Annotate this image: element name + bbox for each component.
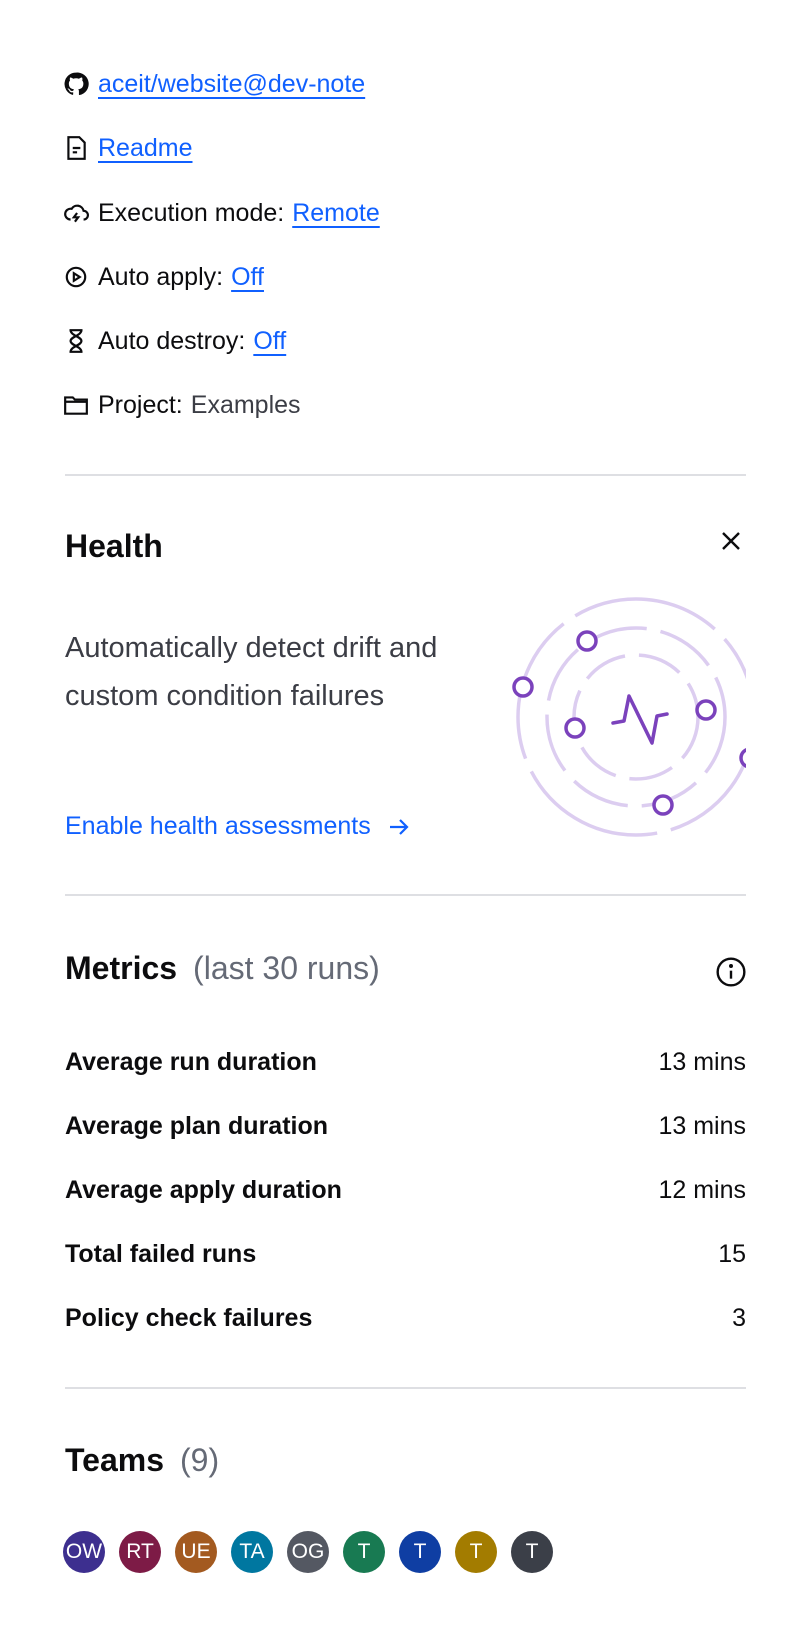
orbit-dot [564, 717, 586, 739]
auto-destroy-label: Auto destroy: [98, 326, 246, 355]
teams-title: Teams (9) [65, 1442, 219, 1479]
team-avatars: OW RT UE TA OG T T T T [63, 1531, 553, 1573]
metric-label: Average run duration [65, 1047, 317, 1076]
execution-mode-link[interactable]: Remote [292, 198, 380, 227]
orbit-dot [576, 630, 598, 652]
team-avatar[interactable]: OW [63, 1531, 105, 1573]
auto-destroy-link[interactable]: Off [253, 326, 287, 355]
file-text-icon [67, 136, 86, 160]
gear-play-icon [65, 266, 87, 288]
health-title: Health [65, 528, 163, 564]
project-row: Project: Examples [63, 388, 301, 422]
metric-label: Total failed runs [65, 1239, 257, 1268]
metric-value: 3 [732, 1303, 746, 1332]
divider [65, 894, 746, 896]
close-icon[interactable] [719, 529, 743, 553]
orbit-dot [512, 676, 534, 698]
repo-link[interactable]: aceit/website@dev-note [98, 69, 366, 98]
metrics-subtitle: (last 30 runs) [193, 950, 380, 986]
pulse-icon [611, 694, 669, 745]
team-avatar[interactable]: UE [175, 1531, 217, 1573]
metric-row: Total failed runs 15 [65, 1237, 746, 1271]
team-avatar[interactable]: T [455, 1531, 497, 1573]
health-description: Automatically detect drift and custom co… [65, 632, 438, 712]
metric-value: 15 [718, 1239, 746, 1268]
metric-value: 13 mins [658, 1047, 746, 1076]
metric-row: Average run duration 13 mins [65, 1045, 746, 1079]
info-icon[interactable] [715, 956, 747, 988]
orbit-outer [516, 597, 746, 837]
team-avatar[interactable]: T [343, 1531, 385, 1573]
cloud-lightning-icon [64, 204, 89, 223]
health-illustration [512, 597, 746, 837]
metric-label: Policy check failures [65, 1303, 313, 1332]
team-avatar[interactable]: T [511, 1531, 553, 1573]
teams-count: (9) [180, 1442, 220, 1478]
divider [65, 474, 746, 476]
team-avatar[interactable]: TA [231, 1531, 273, 1573]
divider [65, 1387, 746, 1389]
repo-row: aceit/website@dev-note [63, 67, 365, 101]
folder-icon [64, 396, 88, 415]
enable-health-label: Enable health assessments [65, 812, 371, 840]
project-value: Examples [190, 390, 301, 419]
orbit-dot [652, 794, 674, 816]
enable-health-link[interactable]: Enable health assessments [65, 812, 411, 841]
hourglass-icon [69, 329, 83, 353]
metric-row: Average apply duration 12 mins [65, 1173, 746, 1207]
github-icon [64, 72, 89, 96]
team-avatar[interactable]: OG [287, 1531, 329, 1573]
team-avatar[interactable]: T [399, 1531, 441, 1573]
metric-row: Average plan duration 13 mins [65, 1109, 746, 1143]
orbit-dot [695, 699, 717, 721]
readme-link[interactable]: Readme [98, 133, 193, 162]
arrow-right-icon [389, 818, 409, 835]
metrics-title: Metrics (last 30 runs) [65, 950, 380, 987]
metric-value: 13 mins [658, 1111, 746, 1140]
readme-row: Readme [63, 131, 193, 165]
metrics-title-text: Metrics [65, 950, 178, 986]
auto-destroy-row: Auto destroy: Off [63, 324, 286, 358]
project-label: Project: [98, 390, 183, 419]
execution-mode-label: Execution mode: [98, 198, 285, 227]
teams-title-text: Teams [65, 1442, 165, 1478]
auto-apply-label: Auto apply: [98, 262, 224, 291]
execution-mode-row: Execution mode: Remote [63, 196, 380, 230]
orbit-inner [572, 653, 700, 781]
orbit-dot [739, 748, 746, 768]
metric-row: Policy check failures 3 [65, 1301, 746, 1335]
metric-label: Average apply duration [65, 1175, 342, 1204]
metric-value: 12 mins [658, 1175, 746, 1204]
metric-label: Average plan duration [65, 1111, 329, 1140]
orbit-middle [545, 626, 727, 808]
team-avatar[interactable]: RT [119, 1531, 161, 1573]
auto-apply-link[interactable]: Off [231, 262, 264, 291]
auto-apply-row: Auto apply: Off [63, 260, 264, 294]
